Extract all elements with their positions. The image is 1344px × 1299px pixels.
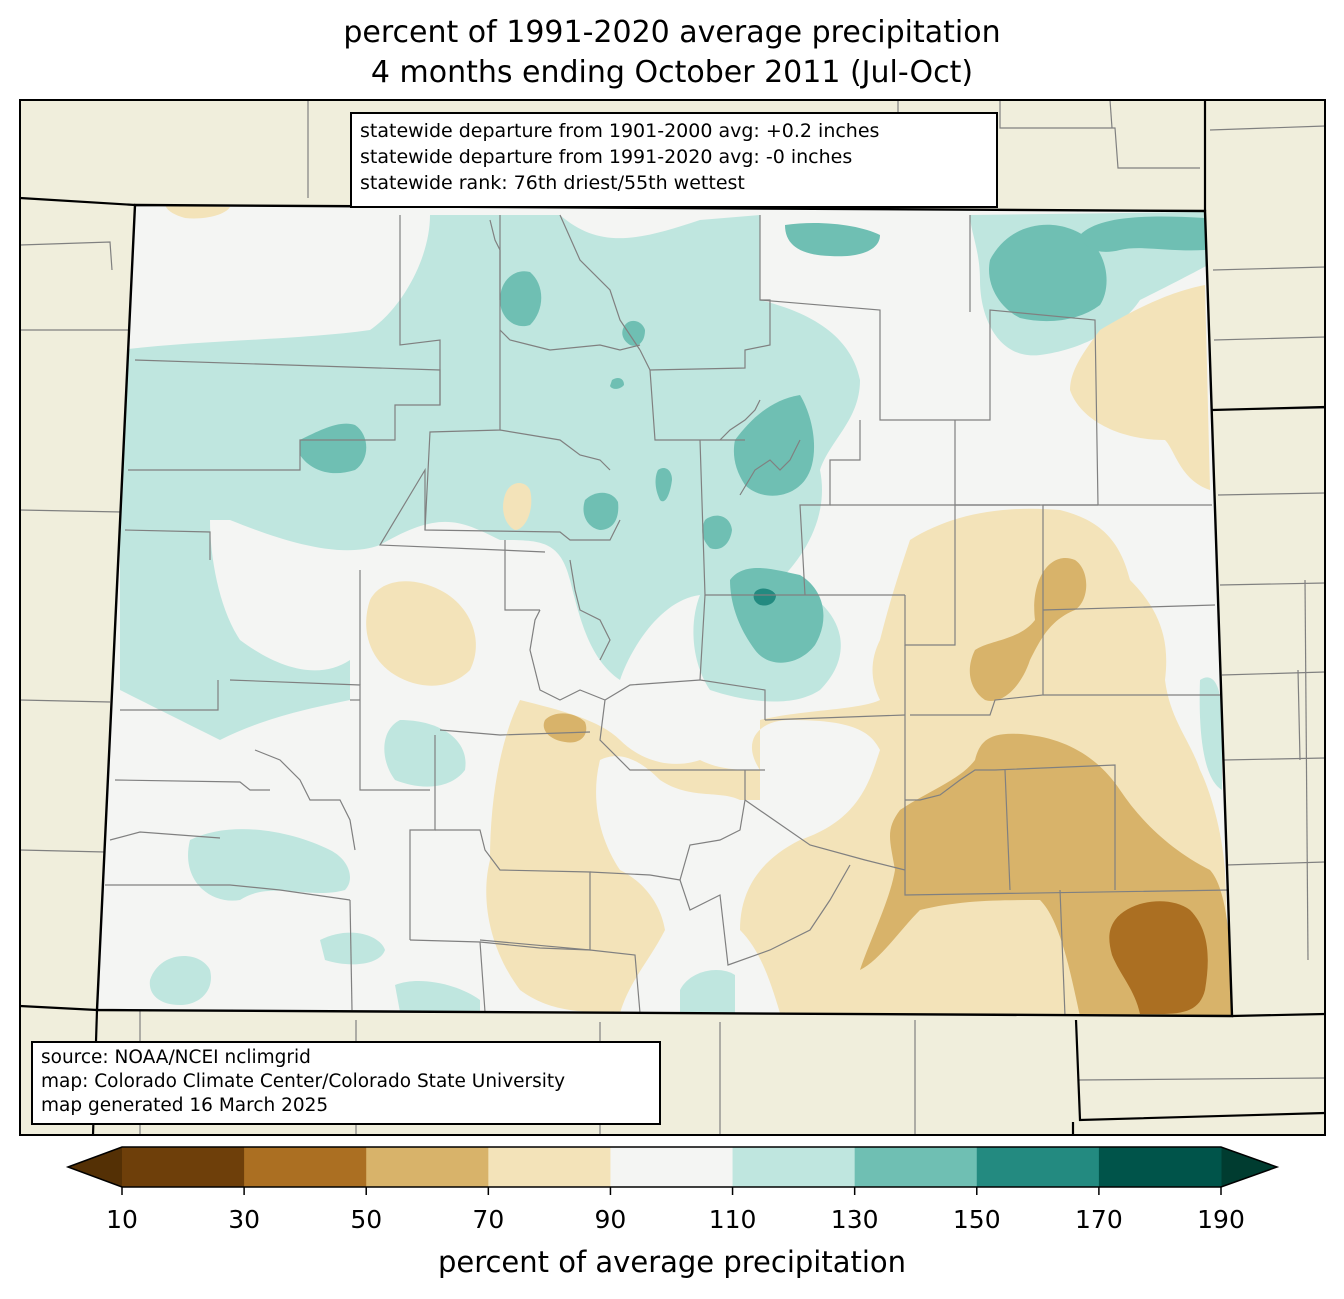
colorbar-bin: [244, 1147, 367, 1187]
colorbar: [65, 1146, 1280, 1195]
colorbar-bin: [610, 1147, 734, 1187]
colorbar-over-arrow: [1221, 1147, 1277, 1187]
source-line: source: NOAA/NCEI nclimgrid: [41, 1047, 311, 1068]
colorbar-tick-label: 30: [228, 1205, 261, 1234]
map-frame-border: [19, 99, 1326, 1136]
colorbar-tick-label: 170: [1075, 1205, 1123, 1234]
stats-line: statewide rank: 76th driest/55th wettest: [360, 172, 745, 194]
colorbar-bin: [366, 1147, 489, 1187]
colorbar-bin: [854, 1147, 978, 1187]
colorbar-tick-label: 150: [952, 1205, 1001, 1234]
colorbar-tick-label: 90: [594, 1205, 627, 1234]
colorado-county-lines: [105, 214, 1231, 1016]
colorado-precip-field: [97, 205, 1232, 1016]
stats-line: statewide departure from 1991-2020 avg: …: [360, 146, 853, 168]
colorbar-tick-label: 110: [708, 1205, 757, 1234]
source-line: map: Colorado Climate Center/Colorado St…: [41, 1071, 566, 1092]
statewide-stats-box: statewide departure from 1901-2000 avg: …: [350, 112, 998, 208]
colorbar-under-arrow: [68, 1147, 122, 1187]
colorbar-bin: [122, 1147, 245, 1187]
source-box: source: NOAA/NCEI nclimgrid map: Colorad…: [31, 1041, 661, 1125]
stats-line: statewide departure from 1901-2000 avg: …: [360, 120, 880, 142]
precip-150-170-areas: [753, 588, 776, 606]
map-subtitle: 4 months ending October 2011 (Jul-Oct): [370, 55, 974, 90]
colorado-border: [95, 203, 1234, 1018]
precip-130-150-areas: [300, 216, 1205, 663]
colorbar-tick-label: 190: [1197, 1205, 1245, 1234]
colorbar-tick-label: 130: [830, 1205, 879, 1234]
colorbar-tick-label: 50: [350, 1205, 383, 1234]
colorbar-bin: [1098, 1147, 1222, 1187]
colorbar-tick-label: 10: [106, 1205, 138, 1234]
precip-30-50-areas: [1109, 901, 1208, 1014]
colorbar-bin: [732, 1147, 856, 1187]
colorbar-tick-label: 70: [472, 1205, 505, 1234]
map-title: percent of 1991-2020 average precipitati…: [343, 15, 1001, 50]
source-line: map generated 16 March 2025: [41, 1095, 329, 1116]
colorbar-bin: [488, 1147, 611, 1187]
colorbar-bin: [976, 1147, 1100, 1187]
colorbar-label: percent of average precipitation: [437, 1245, 907, 1279]
